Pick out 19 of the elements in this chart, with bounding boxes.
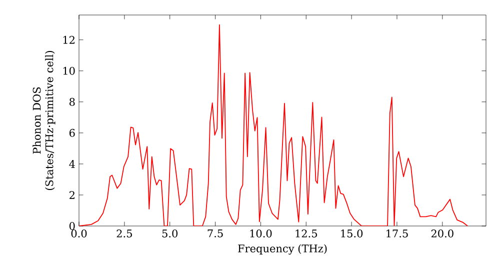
line-series: [79, 24, 468, 226]
x-tick-label: 5.0: [162, 230, 178, 238]
y-tick-label: 12: [63, 36, 74, 44]
x-tick-label: 0.0: [71, 230, 87, 238]
x-tick-label: 15.0: [341, 230, 363, 238]
y-axis-title: Phonon DOS (States/THz·primitive cell): [32, 50, 56, 190]
y-tick-label: 2: [70, 191, 74, 199]
x-tick-label: 10.0: [250, 230, 272, 238]
x-tick-label: 20.0: [431, 230, 454, 238]
x-tick-label: 17.5: [386, 230, 408, 238]
y-tick-label: 0: [69, 222, 75, 230]
y-tick-label: 10: [63, 66, 75, 75]
y-tick-label: 8: [70, 98, 75, 106]
y-tick-label: 6: [70, 128, 75, 137]
y-tick-label: 4: [69, 160, 75, 168]
x-tick-label: 12.5: [296, 230, 318, 238]
x-axis-title: Frequency (THz): [238, 244, 327, 255]
x-tick-label: 7.5: [208, 230, 223, 238]
x-tick-label: 2.5: [116, 230, 132, 238]
